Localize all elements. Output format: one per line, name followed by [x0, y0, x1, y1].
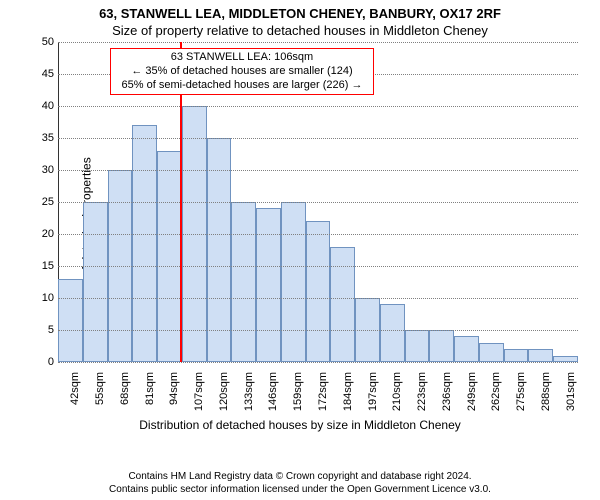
histogram-bar: [306, 221, 331, 362]
y-tick-label: 15: [30, 260, 54, 272]
x-axis-label: Distribution of detached houses by size …: [0, 418, 600, 432]
histogram-bar: [405, 330, 430, 362]
chart-area: Number of detached properties 0510152025…: [0, 42, 600, 437]
x-tick-label: 133sqm: [243, 372, 255, 411]
x-tick-label: 262sqm: [490, 372, 502, 411]
y-tick-label: 30: [30, 164, 54, 176]
y-gridline: [58, 42, 578, 43]
y-gridline: [58, 138, 578, 139]
y-gridline: [58, 362, 578, 363]
y-tick-label: 35: [30, 132, 54, 144]
histogram-bar: [454, 336, 479, 362]
histogram-bar: [479, 343, 504, 362]
histogram-bar: [380, 304, 405, 362]
y-gridline: [58, 202, 578, 203]
attribution-line-2: Contains public sector information licen…: [0, 483, 600, 496]
x-tick-label: 146sqm: [267, 372, 279, 411]
histogram-bar: [58, 279, 83, 362]
histogram-bar: [504, 349, 529, 362]
x-tick-label: 55sqm: [94, 372, 106, 405]
y-tick-label: 50: [30, 36, 54, 48]
y-tick-label: 5: [30, 324, 54, 336]
attribution-footer: Contains HM Land Registry data © Crown c…: [0, 470, 600, 496]
annotation-line: ← 35% of detached houses are smaller (12…: [115, 65, 369, 79]
x-tick-label: 236sqm: [441, 372, 453, 411]
x-tick-label: 275sqm: [515, 372, 527, 411]
x-tick-label: 81sqm: [144, 372, 156, 405]
histogram-bar: [207, 138, 232, 362]
plot-region: 0510152025303540455042sqm55sqm68sqm81sqm…: [58, 42, 578, 362]
y-tick-label: 45: [30, 68, 54, 80]
x-tick-label: 249sqm: [466, 372, 478, 411]
y-gridline: [58, 106, 578, 107]
y-tick-label: 40: [30, 100, 54, 112]
annotation-line: 63 STANWELL LEA: 106sqm: [115, 51, 369, 65]
histogram-bar: [132, 125, 157, 362]
x-tick-label: 223sqm: [416, 372, 428, 411]
histogram-bar: [429, 330, 454, 362]
x-tick-label: 288sqm: [540, 372, 552, 411]
histogram-bar: [330, 247, 355, 362]
histogram-bar: [528, 349, 553, 362]
x-tick-label: 42sqm: [69, 372, 81, 405]
x-tick-label: 184sqm: [342, 372, 354, 411]
page-subtitle: Size of property relative to detached ho…: [0, 23, 600, 38]
y-gridline: [58, 298, 578, 299]
page-title: 63, STANWELL LEA, MIDDLETON CHENEY, BANB…: [0, 6, 600, 21]
y-gridline: [58, 170, 578, 171]
x-tick-label: 301sqm: [565, 372, 577, 411]
y-gridline: [58, 266, 578, 267]
annotation-callout: 63 STANWELL LEA: 106sqm← 35% of detached…: [110, 48, 374, 95]
x-tick-label: 68sqm: [119, 372, 131, 405]
histogram-bar: [256, 208, 281, 362]
annotation-line: 65% of semi-detached houses are larger (…: [115, 79, 369, 93]
y-tick-label: 25: [30, 196, 54, 208]
y-tick-label: 10: [30, 292, 54, 304]
histogram-bar: [281, 202, 306, 362]
y-gridline: [58, 330, 578, 331]
x-tick-label: 210sqm: [391, 372, 403, 411]
y-gridline: [58, 234, 578, 235]
y-tick-label: 0: [30, 356, 54, 368]
attribution-line-1: Contains HM Land Registry data © Crown c…: [0, 470, 600, 483]
x-tick-label: 107sqm: [193, 372, 205, 411]
x-tick-label: 197sqm: [367, 372, 379, 411]
y-tick-label: 20: [30, 228, 54, 240]
x-tick-label: 94sqm: [168, 372, 180, 405]
title-block: 63, STANWELL LEA, MIDDLETON CHENEY, BANB…: [0, 0, 600, 38]
x-tick-label: 120sqm: [218, 372, 230, 411]
x-tick-label: 172sqm: [317, 372, 329, 411]
histogram-bar: [231, 202, 256, 362]
x-tick-label: 159sqm: [292, 372, 304, 411]
histogram-bar: [83, 202, 108, 362]
